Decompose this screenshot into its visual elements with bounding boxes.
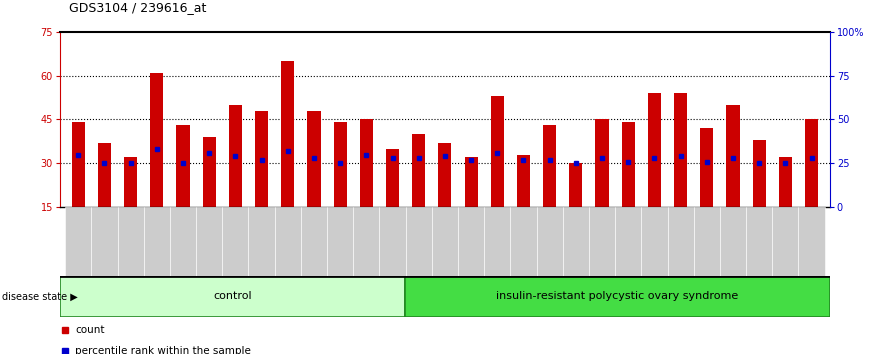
Text: insulin-resistant polycystic ovary syndrome: insulin-resistant polycystic ovary syndr… bbox=[496, 291, 738, 302]
Bar bbox=[405, 276, 830, 317]
Bar bbox=[779, 158, 792, 207]
Bar bbox=[405, 207, 432, 276]
Bar bbox=[353, 207, 380, 276]
Bar bbox=[144, 207, 170, 276]
Bar bbox=[727, 105, 739, 207]
Bar bbox=[65, 207, 92, 276]
Bar bbox=[458, 207, 485, 276]
Bar bbox=[641, 207, 668, 276]
Bar bbox=[805, 120, 818, 207]
Bar bbox=[117, 207, 144, 276]
Text: control: control bbox=[213, 291, 252, 302]
Bar bbox=[203, 137, 216, 207]
Bar bbox=[543, 125, 556, 207]
Bar bbox=[517, 154, 530, 207]
Bar bbox=[124, 158, 137, 207]
Bar bbox=[229, 105, 242, 207]
Bar bbox=[798, 207, 825, 276]
Bar bbox=[510, 207, 537, 276]
Bar bbox=[255, 111, 268, 207]
Bar bbox=[491, 96, 504, 207]
Bar bbox=[700, 128, 714, 207]
Bar bbox=[386, 149, 399, 207]
Bar bbox=[98, 143, 111, 207]
Bar bbox=[60, 276, 405, 317]
Bar bbox=[380, 207, 405, 276]
Bar bbox=[248, 207, 275, 276]
Bar bbox=[693, 207, 720, 276]
Bar bbox=[432, 207, 458, 276]
Bar bbox=[668, 207, 693, 276]
Text: count: count bbox=[76, 325, 105, 335]
Bar bbox=[464, 158, 478, 207]
Bar bbox=[151, 73, 163, 207]
Bar bbox=[275, 207, 300, 276]
Bar bbox=[412, 134, 426, 207]
Bar bbox=[773, 207, 798, 276]
Bar bbox=[615, 207, 641, 276]
Bar bbox=[674, 93, 687, 207]
Bar bbox=[752, 140, 766, 207]
Bar bbox=[596, 120, 609, 207]
Bar bbox=[196, 207, 222, 276]
Bar bbox=[334, 122, 347, 207]
Bar bbox=[537, 207, 563, 276]
Bar bbox=[589, 207, 615, 276]
Text: disease state ▶: disease state ▶ bbox=[2, 291, 78, 302]
Bar bbox=[307, 111, 321, 207]
Bar bbox=[222, 207, 248, 276]
Bar bbox=[71, 122, 85, 207]
Bar bbox=[563, 207, 589, 276]
Bar bbox=[176, 125, 189, 207]
Bar bbox=[439, 143, 451, 207]
Bar bbox=[746, 207, 773, 276]
Bar bbox=[92, 207, 117, 276]
Bar bbox=[648, 93, 661, 207]
Text: percentile rank within the sample: percentile rank within the sample bbox=[76, 346, 251, 354]
Bar bbox=[300, 207, 327, 276]
Bar bbox=[359, 120, 373, 207]
Bar bbox=[485, 207, 510, 276]
Bar bbox=[170, 207, 196, 276]
Text: GDS3104 / 239616_at: GDS3104 / 239616_at bbox=[69, 1, 206, 14]
Bar bbox=[720, 207, 746, 276]
Bar bbox=[327, 207, 353, 276]
Bar bbox=[569, 163, 582, 207]
Bar bbox=[281, 61, 294, 207]
Bar bbox=[622, 122, 635, 207]
